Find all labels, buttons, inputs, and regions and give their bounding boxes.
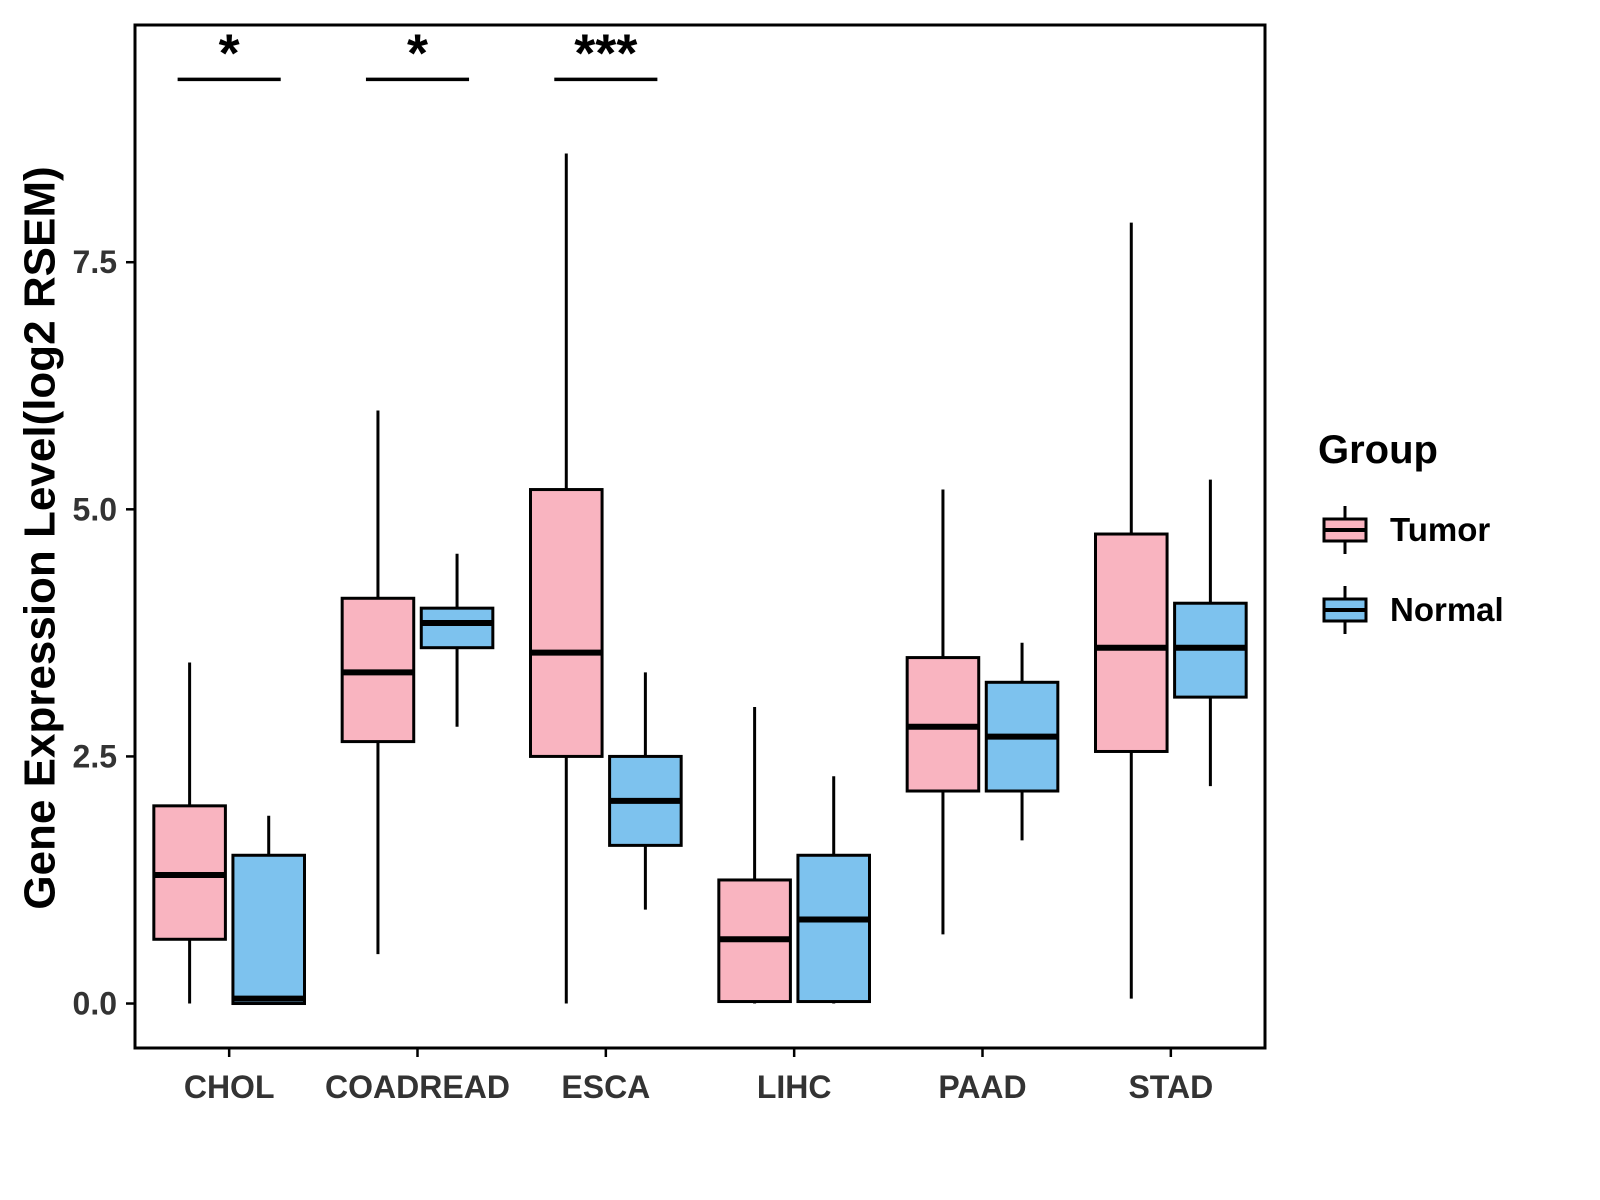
box-normal-COADREAD [419, 606, 495, 650]
x-tick-label: COADREAD [325, 1069, 510, 1105]
y-tick-label: 5.0 [73, 491, 117, 527]
box-tumor-STAD [1094, 532, 1169, 753]
legend-entry-tumor: Tumor [1318, 503, 1504, 557]
x-tick-label: ESCA [561, 1069, 650, 1105]
legend-label-tumor: Tumor [1390, 511, 1491, 548]
box-tumor-ESCA [529, 488, 604, 758]
significance-stars-CHOL: * [219, 23, 240, 83]
significance-stars-ESCA: *** [574, 23, 637, 83]
legend: Group Tumor Normal [1318, 428, 1504, 663]
x-tick-label: CHOL [184, 1069, 275, 1105]
panel-background [135, 25, 1265, 1048]
legend-entry-normal: Normal [1318, 583, 1504, 637]
y-tick-label: 7.5 [73, 244, 117, 280]
tumor-boxplot-key-icon [1322, 506, 1368, 554]
y-tick-label: 2.5 [73, 738, 117, 774]
legend-label-normal: Normal [1390, 591, 1504, 628]
box-normal-LIHC [796, 853, 872, 1004]
x-tick-label: PAAD [938, 1069, 1026, 1105]
box-normal-CHOL [231, 853, 306, 1006]
legend-title: Group [1318, 428, 1438, 472]
x-tick-label: STAD [1128, 1069, 1213, 1105]
x-tick-label: LIHC [757, 1069, 832, 1105]
y-tick-label: 0.0 [73, 986, 117, 1022]
normal-boxplot-key-icon [1322, 586, 1368, 634]
panel-border [133, 23, 1267, 1050]
significance-stars-COADREAD: * [407, 23, 428, 83]
